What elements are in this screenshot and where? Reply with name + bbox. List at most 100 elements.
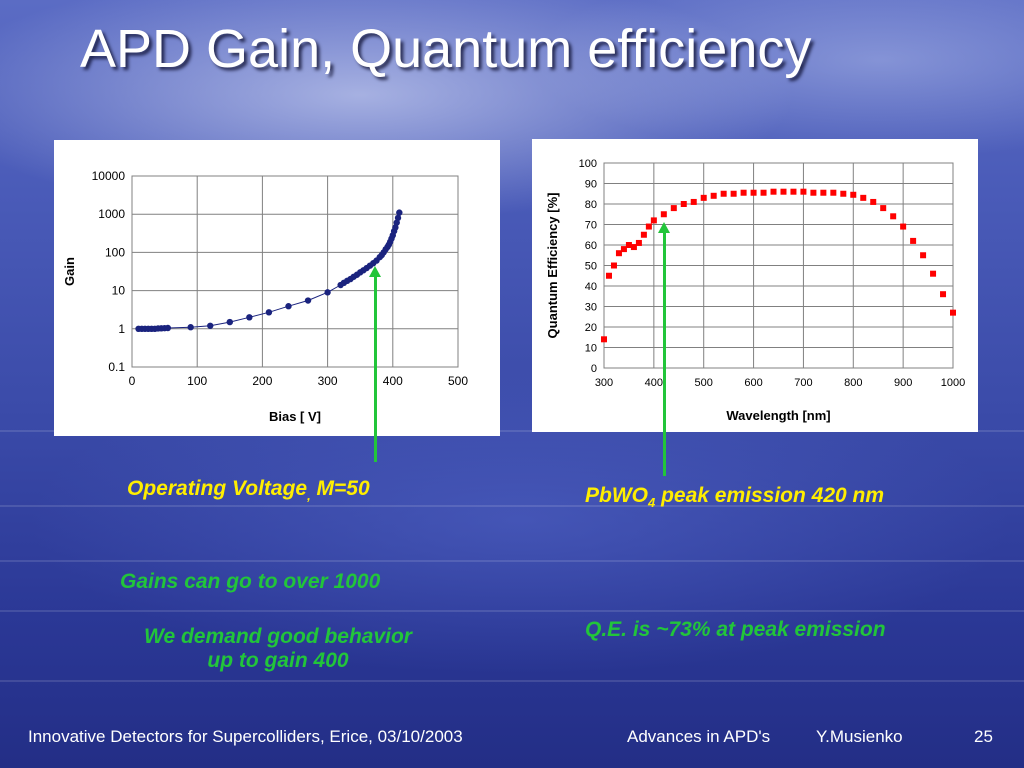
qe-data-point: [950, 309, 956, 316]
gain-data-point: [324, 289, 331, 296]
qe-data-point: [900, 223, 907, 230]
qe-y-axis-label: Quantum Efficiency [%]: [545, 193, 560, 339]
qe-data-point: [630, 244, 637, 251]
qe-data-point: [890, 213, 897, 220]
qe-data-point: [930, 270, 937, 277]
qe-data-point: [625, 242, 632, 248]
qe-data-point: [790, 188, 797, 195]
footer-author: Y.Musienko: [816, 727, 903, 746]
gain-data-point: [396, 209, 403, 216]
qe-peak-note: Q.E. is ~73% at peak emission: [585, 618, 886, 641]
qe-data-point: [730, 190, 737, 197]
gain-chart-svg: 0 100 200 300 400 500 0.1 1 10 100 1000 10000 Bias […: [62, 169, 468, 424]
qe-data-point: [760, 189, 767, 196]
qe-x-tick-label: 1000: [941, 377, 965, 389]
qe-data-point: [650, 217, 657, 224]
gain-data-point: [394, 214, 402, 222]
slide-title: APD Gain, Quantum efficiency: [80, 19, 812, 79]
operating-voltage-comma: ,: [307, 488, 311, 503]
qe-data-point: [850, 191, 857, 198]
qe-data-point: [610, 262, 617, 269]
qe-x-tick-label: 900: [894, 377, 912, 389]
qe-data-point: [830, 189, 837, 196]
qe-data-point: [620, 246, 627, 253]
qe-data-point: [710, 192, 717, 199]
qe-data-point: [700, 194, 707, 201]
qe-x-axis-label: Wavelength [nm]: [726, 408, 830, 423]
gain-data-point: [207, 322, 214, 329]
qe-data-point: [740, 189, 747, 196]
demand-note: We demand good behavior up to gain 400: [115, 625, 441, 673]
qe-data-point: [860, 194, 867, 201]
qe-x-tick-label: 800: [844, 377, 862, 389]
qe-data-point: [910, 237, 917, 244]
gain-data-point: [164, 324, 172, 332]
qe-data-point: [720, 190, 727, 197]
peak-emission-arrow: [658, 222, 670, 476]
gain-x-tick-label: 500: [448, 374, 468, 388]
qe-data-point: [920, 252, 927, 259]
gain-data-point: [226, 318, 233, 326]
qe-data-point: [615, 250, 622, 257]
qe-data-point: [635, 239, 642, 246]
gain-y-tick-label: 10: [112, 284, 126, 298]
qe-y-tick-label: 40: [585, 281, 597, 293]
qe-data-point: [820, 189, 827, 196]
qe-data-point: [680, 201, 687, 207]
operating-voltage-gain: M=50: [310, 477, 370, 500]
qe-data-point: [810, 189, 817, 196]
qe-y-tick-label: 50: [585, 261, 597, 273]
demand-line-1: We demand good behavior: [144, 625, 412, 648]
gain-x-axis-label: Bias [ V]: [269, 409, 321, 424]
qe-data-point: [940, 291, 947, 298]
gain-y-axis-label: Gain: [62, 257, 77, 286]
gain-data-point: [187, 324, 194, 331]
qe-data-point: [605, 272, 612, 279]
qe-y-tick-label: 30: [585, 302, 597, 314]
quantum-efficiency-chart: 300 400 500 600 700 800 900 1000 0 10 20 30 40 50 60 70…: [532, 139, 978, 432]
gain-y-tick-label: 10000: [92, 169, 126, 183]
gain-x-tick-label: 300: [318, 374, 338, 388]
gain-y-tick-label: 1: [118, 322, 125, 336]
gain-plot-area: [131, 175, 459, 368]
qe-data-point: [690, 198, 697, 205]
qe-y-tick-label: 90: [585, 179, 597, 191]
qe-y-tick-label: 20: [585, 322, 597, 334]
qe-y-tick-label: 80: [585, 199, 597, 211]
qe-data-point: [640, 231, 647, 238]
operating-voltage-arrow: [369, 266, 381, 462]
gain-x-tick-label: 200: [252, 374, 272, 388]
gain-data-point: [246, 314, 253, 321]
qe-x-tick-label: 400: [645, 377, 663, 389]
qe-y-tick-label: 70: [585, 220, 597, 232]
gain-vs-bias-chart: 0 100 200 300 400 500 0.1 1 10 100 1000 10000 Bias […: [54, 140, 500, 436]
qe-y-tick-label: 60: [585, 240, 597, 252]
qe-y-tick-label: 100: [579, 158, 597, 170]
gains-over-note: Gains can go to over 1000: [120, 570, 381, 593]
qe-x-tick-label: 500: [695, 377, 713, 389]
operating-voltage-note: Operating Voltage, M=50: [127, 477, 370, 503]
gain-data-point: [285, 303, 292, 310]
qe-data-point: [645, 223, 652, 230]
gain-y-tick-label: 100: [105, 245, 125, 259]
qe-data-point: [870, 198, 877, 205]
gain-y-tick-label: 1000: [98, 207, 125, 221]
qe-data-point: [660, 211, 667, 218]
qe-x-tick-label: 600: [744, 377, 762, 389]
qe-data-point: [750, 189, 757, 196]
qe-data-point: [770, 188, 777, 195]
qe-data-point: [780, 188, 787, 195]
gain-x-tick-label: 0: [129, 374, 136, 388]
demand-line-2: up to gain 400: [207, 649, 349, 672]
pbwo-suffix: peak emission 420 nm: [655, 484, 885, 507]
qe-data-point: [670, 205, 677, 212]
qe-data-point: [840, 190, 847, 197]
gain-x-tick-label: 400: [383, 374, 403, 388]
gain-y-tick-label: 0.1: [108, 360, 125, 374]
qe-data-point: [601, 336, 607, 343]
qe-chart-svg: 300 400 500 600 700 800 900 1000 0 10 20 30 40 50 60 70…: [545, 158, 965, 423]
pbwo-emission-note: PbWO4 peak emission 420 nm: [585, 484, 885, 510]
gain-plot: 0 100 200 300 400 500 0.1 1 10 100 1000 10000 Bias […: [62, 169, 468, 424]
qe-data-point: [880, 205, 887, 212]
operating-voltage-text: Operating Voltage: [127, 477, 308, 500]
